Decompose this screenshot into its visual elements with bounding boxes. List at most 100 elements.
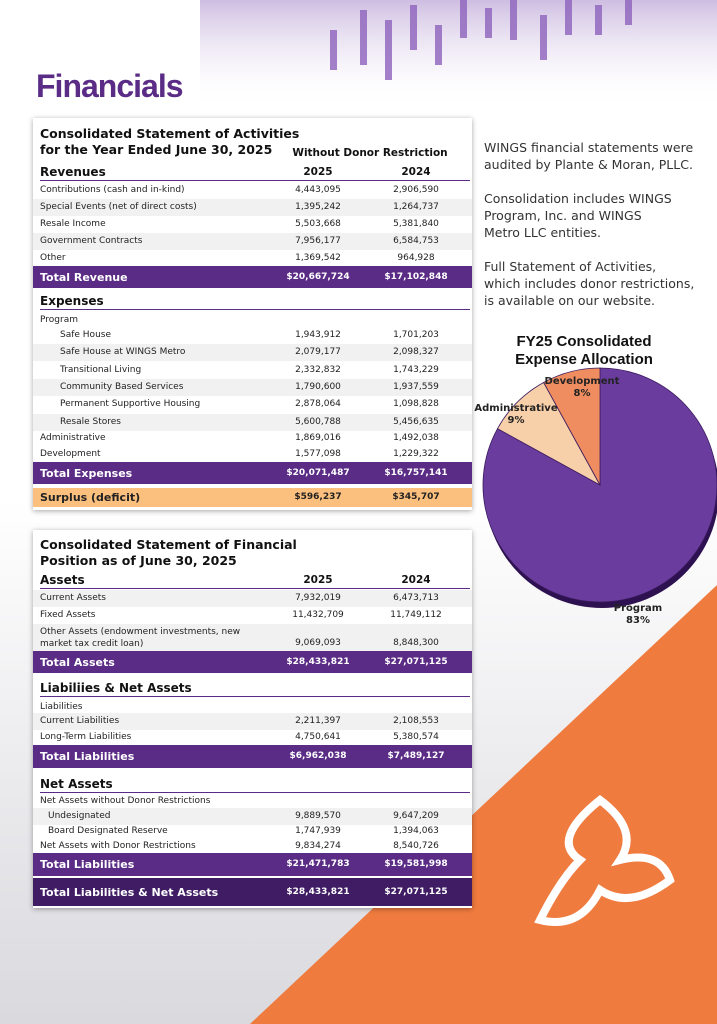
value-2025: 4,443,095 (295, 185, 341, 195)
column-header: 2024 (401, 166, 431, 178)
value-2024: 2,108,553 (393, 716, 439, 726)
heading-rule (40, 588, 470, 589)
total-row: Total Liabilities $21,471,783 $19,581,998 (33, 853, 472, 876)
note-line: Consolidation includes WINGS (484, 191, 672, 206)
page-title: Financials (36, 68, 183, 104)
table-row: Long-Term Liabilities 4,750,641 5,380,574 (33, 729, 472, 746)
slice-label: Administrative (474, 403, 557, 414)
table-row: Contributions (cash and in-kind) 4,443,09… (33, 182, 472, 199)
note-line: Program, Inc. and WINGS (484, 208, 642, 223)
note-line: audited by Plante & Moran, PLLC. (484, 157, 693, 172)
row-label: Community Based Services (60, 381, 184, 392)
value-2025: 2,332,832 (295, 364, 341, 375)
total-value: $27,071,125 (384, 886, 448, 897)
group-label: Net Assets without Donor Restrictions (40, 796, 211, 806)
total-value: $20,667,724 (286, 271, 350, 282)
value-2025: 1,577,098 (295, 449, 341, 459)
total-value: $20,071,487 (286, 467, 350, 478)
value-2024: 1,701,203 (393, 330, 439, 340)
value-2025: 2,211,397 (295, 716, 341, 726)
total-label: Total Assets (40, 655, 115, 669)
total-value: $345,707 (392, 492, 440, 502)
value-2024: 1,937,559 (393, 381, 439, 392)
row-label: Other Assets (endowment investments, new… (40, 627, 241, 649)
row-label: Current Assets (40, 593, 106, 603)
note-line: Full Statement of Activities, (484, 259, 657, 274)
value-2025: 1,747,939 (295, 826, 341, 836)
table-row: Other 1,369,542 964,928 (33, 250, 472, 267)
column-header: 2025 (303, 574, 333, 586)
group-label: Liabilities (40, 702, 83, 712)
group-label: Program (40, 315, 78, 325)
column-header: 2025 (303, 166, 333, 178)
value-2025: 5,600,788 (295, 416, 341, 427)
total-value: $6,962,038 (289, 751, 347, 761)
row-label: Safe House at WINGS Metro (60, 347, 186, 358)
heading-rule (40, 792, 470, 793)
total-row: Total Liabilities $6,962,038 $7,489,127 (33, 745, 472, 768)
total-row: Total Revenue $20,667,724 $17,102,848 (33, 266, 472, 288)
table-row: Other Assets (endowment investments, new… (33, 624, 472, 652)
row-label: Permanent Supportive Housing (60, 399, 201, 410)
value-2025: 1,869,016 (295, 433, 341, 443)
row-label: Undesignated (48, 811, 111, 821)
table-row: Undesignated 9,889,570 9,647,209 (33, 808, 472, 825)
table-title: Consolidated Statement of Financial (40, 537, 297, 552)
section-heading: Expenses (40, 294, 104, 308)
row-label: Resale Income (40, 219, 106, 229)
value-2025: 7,956,177 (295, 236, 341, 246)
value-2025: 1,790,600 (295, 381, 341, 392)
value-2024: 2,906,590 (393, 185, 439, 195)
activities-table (33, 118, 472, 510)
slice-label: Program (614, 603, 662, 614)
row-label: Resale Stores (60, 416, 121, 427)
row-label: Contributions (cash and in-kind) (40, 185, 185, 195)
table-row: Resale Stores 5,600,788 5,456,635 (33, 413, 472, 431)
row-label: Special Events (net of direct costs) (40, 202, 197, 212)
column-header: 2024 (401, 574, 431, 586)
table-row: Board Designated Reserve 1,747,939 1,394,0… (33, 823, 472, 840)
row-label: Development (40, 449, 101, 459)
value-2025: 5,503,668 (295, 219, 341, 229)
slice-value: 9% (508, 415, 525, 426)
value-2024: 9,647,209 (393, 811, 439, 821)
chart-title: Expense Allocation (515, 351, 653, 368)
value-2025: 2,878,064 (295, 399, 341, 410)
value-2025: 2,079,177 (295, 347, 341, 358)
table-row: Safe House 1,943,912 1,701,203 (33, 327, 472, 344)
value-2024: 6,473,713 (393, 593, 439, 603)
table-row: Development 1,577,098 1,229,322 (33, 446, 472, 463)
table-row: Current Assets 7,932,019 6,473,713 (33, 590, 472, 607)
value-2025: 11,432,709 (292, 610, 344, 620)
table-row: Net Assets with Donor Restrictions 9,834,… (33, 838, 472, 855)
total-value: $16,757,141 (384, 467, 448, 478)
note-line: Metro LLC entities. (484, 225, 602, 240)
value-2025: 9,889,570 (295, 811, 341, 821)
note-line: which includes donor restrictions, (484, 276, 695, 291)
row-label: Net Assets with Donor Restrictions (40, 841, 196, 851)
slice-value: 8% (574, 388, 591, 399)
value-2025: 1,369,542 (295, 253, 341, 263)
section-heading: Assets (40, 573, 85, 587)
note-line: is available on our website. (484, 293, 655, 308)
row-label: Other (40, 253, 66, 263)
value-2025: 1,395,242 (295, 202, 341, 212)
table-row: Administrative 1,869,016 1,492,038 (33, 430, 472, 447)
heading-rule (40, 309, 470, 310)
slice-value: 83% (626, 615, 650, 626)
table-row: Permanent Supportive Housing 2,878,064 1,0… (33, 396, 472, 413)
section-heading: Net Assets (40, 777, 113, 791)
table-title: for the Year Ended June 30, 2025 (40, 142, 273, 157)
table-row: Resale Income 5,503,668 5,381,840 (33, 216, 472, 233)
chart-title: FY25 Consolidated (516, 333, 651, 350)
total-value: $596,237 (294, 492, 342, 502)
value-2024: 1,743,229 (393, 364, 439, 375)
total-label: Total Liabilities & Net Assets (40, 885, 219, 899)
value-2025: 9,069,093 (295, 638, 341, 648)
value-2025: 4,750,641 (295, 732, 341, 742)
value-2025: 9,834,274 (295, 841, 341, 851)
table-row: Community Based Services 1,790,600 1,937,5… (33, 378, 472, 396)
table-row: Transitional Living 2,332,832 1,743,229 (33, 362, 472, 379)
